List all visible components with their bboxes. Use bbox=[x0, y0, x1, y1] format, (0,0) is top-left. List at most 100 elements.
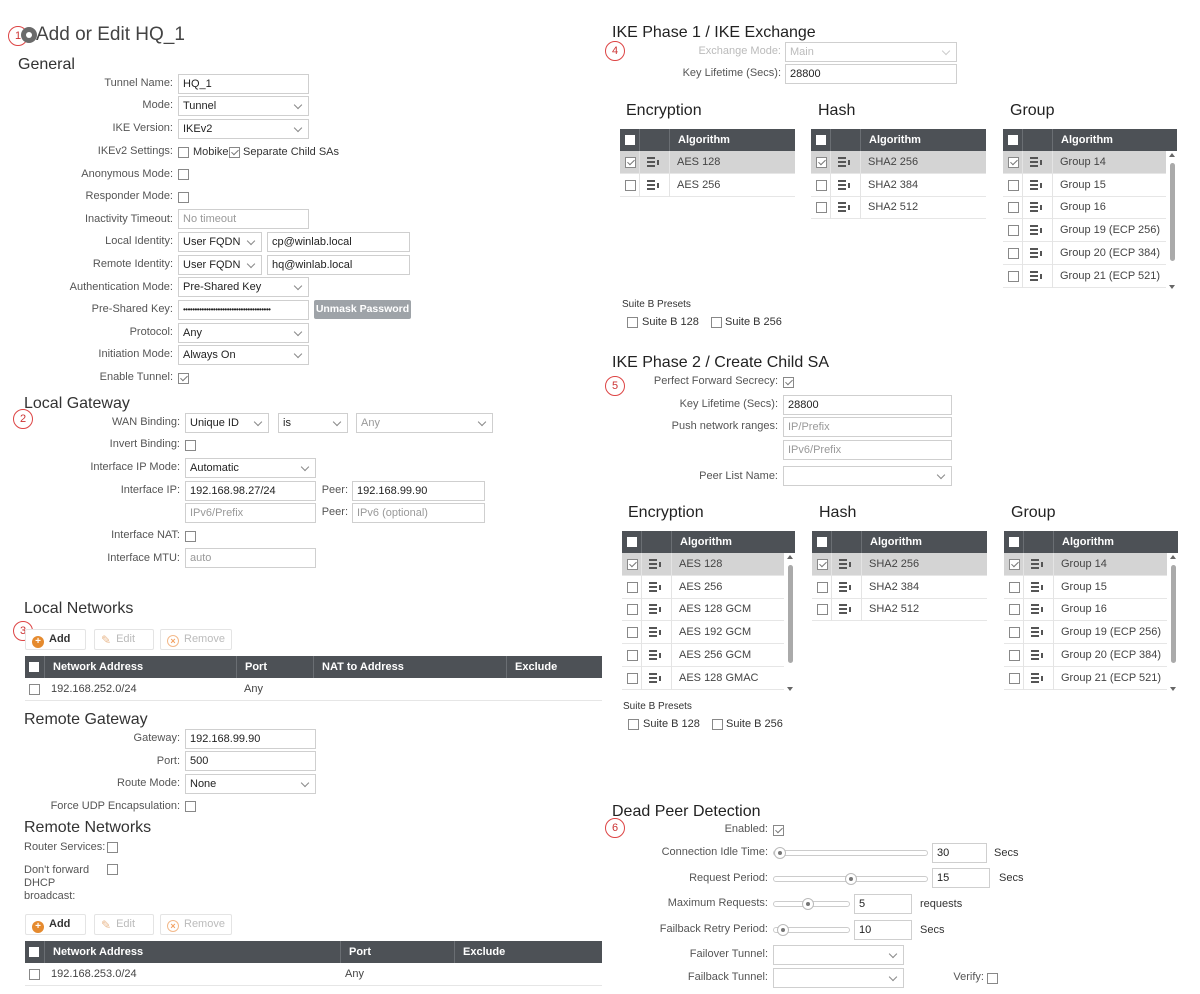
slider-knob[interactable] bbox=[774, 847, 786, 859]
scrollbar[interactable] bbox=[1169, 555, 1178, 692]
p2-suite-b-128-checkbox[interactable] bbox=[628, 719, 639, 730]
p1-suite-b-256-checkbox[interactable] bbox=[711, 317, 722, 328]
drag-handle-icon[interactable] bbox=[1031, 604, 1043, 615]
algorithm-column[interactable]: Algorithm bbox=[671, 531, 795, 553]
algorithm-row[interactable]: AES 256 bbox=[620, 173, 795, 197]
col-port[interactable]: Port bbox=[236, 656, 314, 678]
local-identity-input[interactable]: cp@winlab.local bbox=[267, 232, 410, 252]
algorithm-checkbox[interactable] bbox=[627, 604, 638, 616]
idle-time-input[interactable]: 30 bbox=[932, 843, 987, 863]
route-mode-select[interactable]: None bbox=[185, 774, 316, 794]
scrollbar[interactable] bbox=[786, 555, 795, 692]
local-edit-button[interactable]: ✎ Edit bbox=[94, 629, 154, 650]
drag-handle-icon[interactable] bbox=[649, 627, 661, 638]
separate-child-checkbox[interactable] bbox=[229, 147, 240, 158]
algorithm-row[interactable]: Group 16 bbox=[1003, 196, 1166, 220]
auth-mode-select[interactable]: Pre-Shared Key bbox=[178, 277, 309, 297]
request-period-slider[interactable] bbox=[773, 873, 928, 885]
algorithm-checkbox[interactable] bbox=[1008, 202, 1019, 214]
algorithm-column[interactable]: Algorithm bbox=[860, 129, 986, 151]
algorithm-row[interactable]: Group 14 bbox=[1004, 553, 1167, 576]
inactivity-timeout-input[interactable]: No timeout bbox=[178, 209, 309, 229]
algorithm-checkbox[interactable] bbox=[817, 581, 828, 593]
p1-suite-b-128-checkbox[interactable] bbox=[627, 317, 638, 328]
slider-knob[interactable] bbox=[802, 898, 815, 910]
algorithm-row[interactable]: SHA2 256 bbox=[811, 151, 986, 174]
algorithm-checkbox[interactable] bbox=[1009, 627, 1020, 639]
col-nat-to-address[interactable]: NAT to Address bbox=[313, 656, 506, 678]
force-udp-checkbox[interactable] bbox=[185, 801, 196, 812]
interface-ip-mode-select[interactable]: Automatic bbox=[185, 458, 316, 478]
algorithm-checkbox[interactable] bbox=[627, 672, 638, 684]
drag-handle-icon[interactable] bbox=[649, 604, 661, 615]
col-exclude[interactable]: Exclude bbox=[506, 656, 602, 678]
drag-handle-icon[interactable] bbox=[1031, 581, 1043, 592]
drag-handle-icon[interactable] bbox=[1030, 202, 1042, 213]
remote-select-all-checkbox[interactable] bbox=[29, 947, 39, 957]
slider-knob[interactable] bbox=[777, 924, 790, 936]
algorithm-checkbox[interactable] bbox=[816, 179, 827, 191]
algorithm-checkbox[interactable] bbox=[1008, 270, 1019, 282]
interface-mtu-input[interactable]: auto bbox=[185, 548, 316, 568]
drag-handle-icon[interactable] bbox=[839, 604, 851, 615]
algorithm-column[interactable]: Algorithm bbox=[861, 531, 987, 553]
invert-binding-checkbox[interactable] bbox=[185, 440, 196, 451]
tunnel-name-input[interactable]: HQ_1 bbox=[178, 74, 309, 94]
select-all-checkbox[interactable] bbox=[1009, 537, 1019, 547]
wan-binding-operator-select[interactable]: is bbox=[278, 413, 348, 433]
drag-handle-icon[interactable] bbox=[1030, 247, 1042, 258]
initiation-mode-select[interactable]: Always On bbox=[178, 345, 309, 365]
algorithm-row[interactable]: SHA2 256 bbox=[812, 553, 987, 576]
pfs-checkbox[interactable] bbox=[783, 377, 794, 388]
row-checkbox[interactable] bbox=[29, 969, 40, 980]
drag-handle-icon[interactable] bbox=[649, 672, 661, 683]
algorithm-checkbox[interactable] bbox=[1009, 649, 1020, 661]
remote-add-button[interactable]: + Add bbox=[25, 914, 86, 935]
remote-remove-button[interactable]: × Remove bbox=[160, 914, 232, 935]
scroll-down-icon[interactable] bbox=[1169, 285, 1175, 290]
failover-tunnel-select[interactable] bbox=[773, 945, 904, 965]
drag-handle-icon[interactable] bbox=[839, 581, 851, 592]
dpd-enabled-checkbox[interactable] bbox=[773, 825, 784, 836]
scrollbar[interactable] bbox=[1168, 153, 1177, 290]
drag-handle-icon[interactable] bbox=[1030, 270, 1042, 281]
select-all-checkbox[interactable] bbox=[816, 135, 826, 145]
algorithm-row[interactable]: Group 19 (ECP 256) bbox=[1004, 621, 1167, 645]
unmask-password-button[interactable]: Unmask Password bbox=[314, 300, 411, 319]
psk-input[interactable]: •••••••••••••••••••••••••••••••••••••• bbox=[178, 300, 309, 320]
scroll-thumb[interactable] bbox=[1171, 565, 1176, 664]
local-identity-type-select[interactable]: User FQDN bbox=[178, 232, 262, 252]
algorithm-row[interactable]: SHA2 512 bbox=[811, 196, 986, 220]
router-services-checkbox[interactable] bbox=[107, 842, 118, 853]
algorithm-checkbox[interactable] bbox=[816, 157, 827, 168]
wan-binding-select[interactable]: Unique ID bbox=[185, 413, 269, 433]
drag-handle-icon[interactable] bbox=[649, 559, 661, 569]
algorithm-row[interactable]: Group 21 (ECP 521) bbox=[1003, 264, 1166, 288]
drag-handle-icon[interactable] bbox=[1031, 627, 1043, 638]
local-select-all-checkbox[interactable] bbox=[29, 662, 39, 672]
algorithm-row[interactable]: AES 256 GCM bbox=[622, 643, 784, 667]
scroll-down-icon[interactable] bbox=[787, 687, 793, 692]
interface-ipv6-input[interactable]: IPv6/Prefix bbox=[185, 503, 316, 523]
algorithm-checkbox[interactable] bbox=[816, 202, 827, 214]
algorithm-checkbox[interactable] bbox=[817, 604, 828, 616]
table-row[interactable]: 192.168.253.0/24 Any bbox=[25, 963, 602, 986]
algorithm-column[interactable]: Algorithm bbox=[1052, 129, 1177, 151]
enable-tunnel-checkbox[interactable] bbox=[178, 373, 189, 384]
dhcp-broadcast-checkbox[interactable] bbox=[107, 864, 118, 875]
responder-mode-checkbox[interactable] bbox=[178, 192, 189, 203]
request-period-input[interactable]: 15 bbox=[932, 868, 990, 888]
drag-handle-icon[interactable] bbox=[649, 649, 661, 660]
algorithm-checkbox[interactable] bbox=[627, 649, 638, 661]
drag-handle-icon[interactable] bbox=[1030, 179, 1042, 190]
algorithm-checkbox[interactable] bbox=[1008, 225, 1019, 237]
remote-edit-button[interactable]: ✎ Edit bbox=[94, 914, 154, 935]
slider-knob[interactable] bbox=[844, 873, 857, 885]
push-ip-input[interactable]: IP/Prefix bbox=[783, 417, 952, 437]
local-remove-button[interactable]: × Remove bbox=[160, 629, 232, 650]
algorithm-row[interactable]: Group 20 (ECP 384) bbox=[1003, 241, 1166, 265]
failback-period-input[interactable]: 10 bbox=[854, 920, 912, 940]
algorithm-column[interactable]: Algorithm bbox=[669, 129, 795, 151]
algorithm-checkbox[interactable] bbox=[817, 559, 828, 570]
algorithm-checkbox[interactable] bbox=[627, 627, 638, 639]
